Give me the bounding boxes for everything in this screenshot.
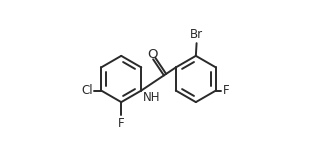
Text: F: F (118, 117, 124, 130)
Text: O: O (148, 48, 158, 60)
Text: Br: Br (190, 28, 203, 41)
Text: Cl: Cl (81, 84, 93, 97)
Text: NH: NH (143, 91, 160, 104)
Text: F: F (222, 84, 229, 97)
